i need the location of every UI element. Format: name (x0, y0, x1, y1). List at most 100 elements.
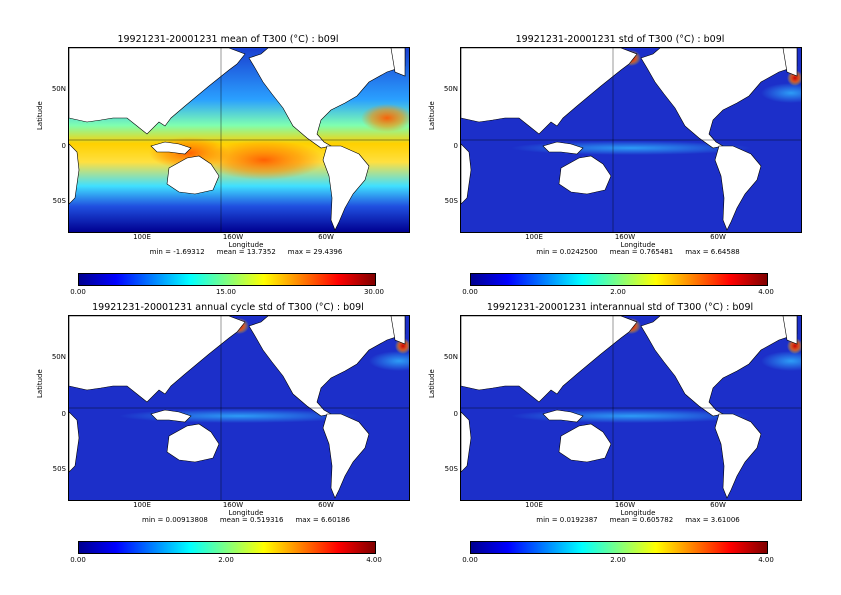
y-tick-50n: 50N (443, 353, 458, 361)
land-south-america (714, 413, 762, 499)
land-eurasia (461, 316, 638, 403)
land-africa (69, 143, 80, 205)
x-tick-60w: 60W (318, 501, 334, 509)
gulf-stream (761, 83, 801, 103)
land-north-america (640, 316, 798, 417)
x-tick-160w: 160W (222, 501, 244, 509)
land-greenland (782, 316, 798, 345)
hotspot-labrador (787, 70, 801, 86)
stats-line: min = 0.0192387 mean = 0.605782 max = 3.61… (448, 516, 828, 524)
colorbar-max: 4.00 (758, 556, 774, 564)
stats-line: min = -1.69312 mean = 13.7352 max = 29.439… (56, 248, 436, 256)
panel-title: 19921231-20001231 std of T300 (°C) : b09… (515, 34, 725, 45)
stat-max: max = 3.61006 (685, 516, 740, 524)
land-maritime (542, 141, 584, 155)
panel-annual-cycle-std: 19921231-20001231 annual cycle std of T3… (36, 302, 418, 572)
hotspot-labrador (395, 338, 409, 354)
y-tick-0: 0 (61, 410, 66, 418)
colorbar-min: 0.00 (462, 556, 478, 564)
land-africa (69, 411, 80, 473)
y-axis-label: Latitude (428, 369, 436, 398)
y-tick-50s: 50S (444, 197, 458, 205)
stat-min: min = 0.0242500 (536, 248, 598, 256)
land-south-america (322, 413, 370, 499)
y-tick-50n: 50N (443, 85, 458, 93)
land-eurasia (461, 48, 638, 135)
colorbar-min: 0.00 (70, 556, 86, 564)
land-africa (461, 411, 472, 473)
land-south-america (322, 145, 370, 231)
map-plot (68, 47, 410, 233)
x-tick-60w: 60W (710, 501, 726, 509)
colorbar-max: 4.00 (758, 288, 774, 296)
panel-title: 19921231-20001231 annual cycle std of T3… (92, 302, 364, 313)
land-north-america (248, 316, 406, 417)
panel-std: 19921231-20001231 std of T300 (°C) : b09… (428, 34, 810, 304)
land-australia (558, 155, 612, 195)
y-axis-label: Latitude (36, 369, 44, 398)
land-eurasia (69, 316, 246, 403)
stat-max: max = 6.64588 (685, 248, 740, 256)
y-tick-50n: 50N (51, 353, 66, 361)
y-tick-50s: 50S (444, 465, 458, 473)
x-axis-label: Longitude (620, 509, 656, 517)
x-tick-160w: 160W (614, 501, 636, 509)
land-maritime (542, 409, 584, 423)
panel-title: 19921231-20001231 interannual std of T30… (486, 302, 754, 313)
gulf-stream (761, 351, 801, 371)
x-tick-160w: 160W (222, 233, 244, 241)
colorbar-max: 4.00 (366, 556, 382, 564)
x-tick-100e: 100E (133, 501, 151, 509)
stat-mean: mean = 0.605782 (609, 516, 674, 524)
y-tick-0: 0 (453, 410, 458, 418)
y-tick-50n: 50N (51, 85, 66, 93)
stat-min: min = 0.00913808 (142, 516, 208, 524)
stats-line: min = 0.0242500 mean = 0.765481 max = 6.64… (448, 248, 828, 256)
x-tick-100e: 100E (525, 501, 543, 509)
stat-min: min = -1.69312 (149, 248, 205, 256)
x-tick-60w: 60W (710, 233, 726, 241)
y-tick-50s: 50S (52, 465, 66, 473)
map-plot (460, 315, 802, 501)
colorbar-mid: 2.00 (610, 288, 626, 296)
warm-pool (204, 140, 324, 180)
y-tick-0: 0 (61, 142, 66, 150)
x-axis-label: Longitude (228, 241, 264, 249)
x-tick-160w: 160W (614, 233, 636, 241)
land-australia (558, 423, 612, 463)
land-north-america (640, 48, 798, 149)
colorbar-mid: 15.00 (215, 288, 237, 296)
land-greenland (390, 48, 406, 77)
land-south-america (714, 145, 762, 231)
colorbar-min: 0.00 (70, 288, 86, 296)
land-maritime (150, 409, 192, 423)
hotspot-labrador (787, 338, 801, 354)
y-tick-50s: 50S (52, 197, 66, 205)
x-tick-100e: 100E (525, 233, 543, 241)
y-tick-0: 0 (453, 142, 458, 150)
colorbar-min: 0.00 (462, 288, 478, 296)
land-maritime (150, 141, 192, 155)
warm-pool-atlantic (361, 104, 409, 132)
x-tick-60w: 60W (318, 233, 334, 241)
land-north-america (248, 48, 406, 149)
gulf-stream (369, 351, 409, 371)
colorbar (470, 273, 768, 286)
y-axis-label: Latitude (428, 101, 436, 130)
panel-title: 19921231-20001231 mean of T300 (°C) : b0… (117, 34, 339, 45)
stat-mean: mean = 13.7352 (216, 248, 276, 256)
land-greenland (782, 48, 798, 77)
x-axis-label: Longitude (620, 241, 656, 249)
x-tick-100e: 100E (133, 233, 151, 241)
land-australia (166, 155, 220, 195)
land-australia (166, 423, 220, 463)
stat-mean: mean = 0.765481 (609, 248, 674, 256)
colorbar-mid: 2.00 (610, 556, 626, 564)
land-greenland (390, 316, 406, 345)
stats-line: min = 0.00913808 mean = 0.519316 max = 6.6… (56, 516, 436, 524)
colorbar (78, 273, 376, 286)
panel-mean: 19921231-20001231 mean of T300 (°C) : b0… (36, 34, 418, 304)
land-africa (461, 143, 472, 205)
colorbar (470, 541, 768, 554)
map-plot (460, 47, 802, 233)
